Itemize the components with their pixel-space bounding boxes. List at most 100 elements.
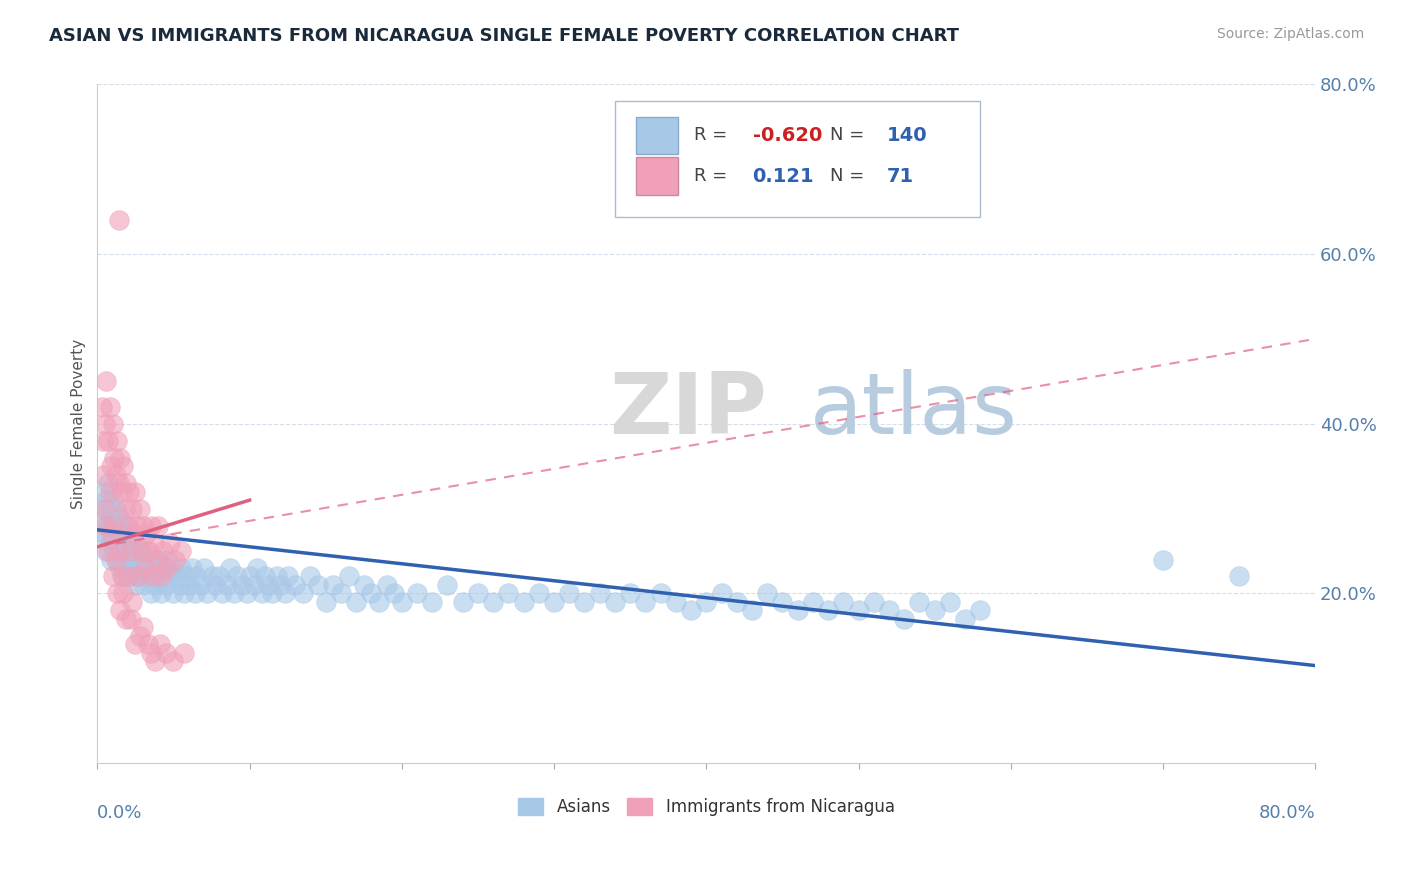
Point — [152, 544, 174, 558]
Point — [710, 586, 733, 600]
Point — [148, 518, 170, 533]
Point — [291, 586, 314, 600]
Point — [139, 646, 162, 660]
Point — [115, 561, 138, 575]
Text: -0.620: -0.620 — [752, 126, 823, 145]
Point — [107, 510, 129, 524]
Point — [129, 629, 152, 643]
Point — [156, 561, 179, 575]
Point — [132, 620, 155, 634]
Point — [117, 518, 139, 533]
Point — [756, 586, 779, 600]
Point — [98, 484, 121, 499]
Point — [299, 569, 322, 583]
Point — [127, 569, 149, 583]
Point — [90, 527, 112, 541]
Point — [107, 544, 129, 558]
Point — [226, 569, 249, 583]
Point — [125, 518, 148, 533]
Point — [619, 586, 641, 600]
Text: 0.0%: 0.0% — [97, 804, 143, 822]
Point — [105, 586, 128, 600]
Point — [100, 552, 122, 566]
Point — [322, 578, 344, 592]
Point — [368, 595, 391, 609]
Point — [162, 654, 184, 668]
Point — [156, 552, 179, 566]
Point — [243, 578, 266, 592]
Point — [112, 518, 135, 533]
Point — [150, 586, 173, 600]
Point — [139, 518, 162, 533]
Point — [98, 501, 121, 516]
Point — [97, 544, 120, 558]
Point — [269, 578, 291, 592]
Point — [108, 450, 131, 465]
Point — [908, 595, 931, 609]
Point — [360, 586, 382, 600]
Point — [148, 552, 170, 566]
Point — [250, 586, 273, 600]
Point — [117, 552, 139, 566]
Point — [817, 603, 839, 617]
Point — [246, 561, 269, 575]
Point — [163, 552, 186, 566]
Text: R =: R = — [695, 167, 733, 185]
Point — [104, 552, 127, 566]
Point — [665, 595, 688, 609]
Y-axis label: Single Female Poverty: Single Female Poverty — [72, 339, 86, 509]
Point — [969, 603, 991, 617]
Point — [953, 612, 976, 626]
Point — [650, 586, 672, 600]
Text: Source: ZipAtlas.com: Source: ZipAtlas.com — [1216, 27, 1364, 41]
Point — [94, 527, 117, 541]
Point — [115, 476, 138, 491]
Point — [208, 569, 231, 583]
Point — [148, 552, 170, 566]
Text: R =: R = — [695, 127, 733, 145]
Point — [1227, 569, 1250, 583]
Point — [117, 569, 139, 583]
Point — [190, 578, 212, 592]
Point — [193, 561, 215, 575]
Point — [152, 561, 174, 575]
Point — [159, 535, 181, 549]
Point — [107, 544, 129, 558]
Point — [451, 595, 474, 609]
Point — [184, 586, 207, 600]
Point — [94, 417, 117, 431]
Point — [97, 476, 120, 491]
Point — [131, 544, 153, 558]
Point — [155, 646, 177, 660]
Point — [603, 595, 626, 609]
Point — [121, 501, 143, 516]
Point — [142, 561, 165, 575]
Point — [166, 569, 188, 583]
Point — [98, 535, 121, 549]
Point — [96, 493, 118, 508]
Point — [114, 527, 136, 541]
Point — [136, 569, 159, 583]
Text: 80.0%: 80.0% — [1258, 804, 1315, 822]
Point — [801, 595, 824, 609]
Text: 140: 140 — [887, 126, 927, 145]
Point — [512, 595, 534, 609]
Point — [498, 586, 520, 600]
Point — [108, 561, 131, 575]
Point — [121, 527, 143, 541]
Point — [406, 586, 429, 600]
Point — [862, 595, 884, 609]
Text: atlas: atlas — [810, 368, 1018, 451]
Point — [337, 569, 360, 583]
Point — [96, 375, 118, 389]
Point — [112, 459, 135, 474]
Point — [893, 612, 915, 626]
Point — [131, 561, 153, 575]
Point — [111, 484, 134, 499]
Point — [420, 595, 443, 609]
Point — [111, 552, 134, 566]
Point — [134, 561, 156, 575]
Point — [211, 586, 233, 600]
Point — [382, 586, 405, 600]
Point — [139, 586, 162, 600]
